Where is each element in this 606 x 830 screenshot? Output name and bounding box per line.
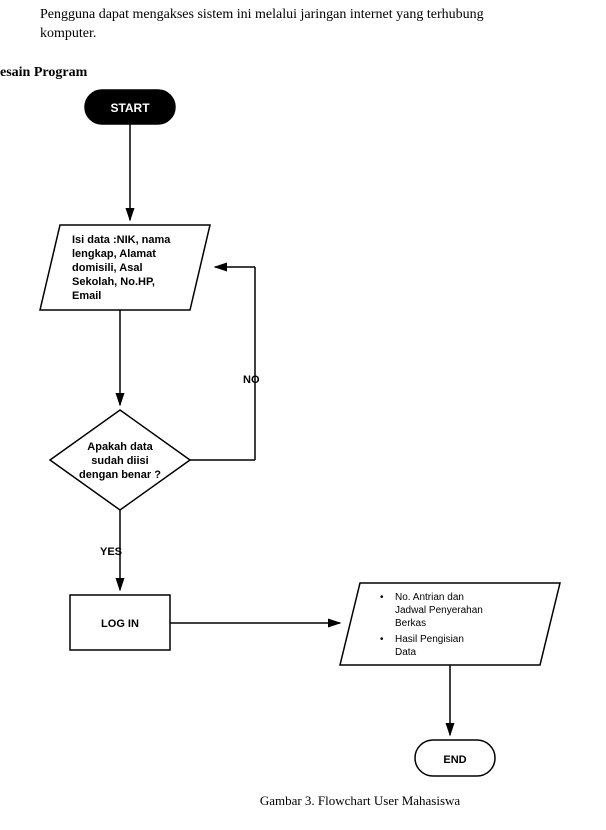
input-line-5: Email (72, 290, 101, 302)
start-node: START (85, 90, 175, 124)
decision-line-3: dengan benar ? (79, 469, 161, 481)
input-line-3: domisili, Asal (72, 262, 143, 274)
section-heading: esain Program (0, 65, 87, 81)
paragraph-line-2: komputer. (40, 24, 96, 44)
decision-node: Apakah data sudah diisi dengan benar ? (50, 410, 190, 510)
output-b2-l1: Hasil Pengisian (395, 634, 464, 645)
start-label: START (110, 101, 150, 115)
input-line-1: Isi data :NIK, nama (72, 234, 171, 246)
edge-no: NO (190, 267, 260, 460)
decision-line-1: Apakah data (87, 441, 153, 453)
login-label: LOG IN (101, 618, 139, 630)
output-b1-l2: Jadwal Penyerahan (395, 605, 483, 616)
figure-caption: Gambar 3. Flowchart User Mahasiswa (210, 793, 510, 809)
svg-text:•: • (380, 634, 384, 645)
end-node: END (415, 740, 495, 776)
end-label: END (443, 754, 466, 766)
paragraph-line-1: Pengguna dapat mengakses sistem ini mela… (40, 5, 484, 25)
input-line-4: Sekolah, No.HP, (72, 276, 155, 288)
input-line-2: lengkap, Alamat (72, 248, 156, 260)
output-node: • No. Antrian dan Jadwal Penyerahan Berk… (340, 583, 560, 665)
flowchart-svg: START Isi data :NIK, nama lengkap, Alama… (0, 85, 606, 825)
output-b1-l3: Berkas (395, 618, 426, 629)
input-node: Isi data :NIK, nama lengkap, Alamat domi… (40, 225, 210, 310)
output-b2-l2: Data (395, 647, 417, 658)
edge-yes: YES (100, 510, 122, 590)
decision-line-2: sudah diisi (91, 455, 148, 467)
output-b1-l1: No. Antrian dan (395, 592, 464, 603)
svg-text:•: • (380, 592, 384, 603)
no-label: NO (243, 374, 260, 386)
yes-label: YES (100, 546, 122, 558)
login-node: LOG IN (70, 595, 170, 650)
